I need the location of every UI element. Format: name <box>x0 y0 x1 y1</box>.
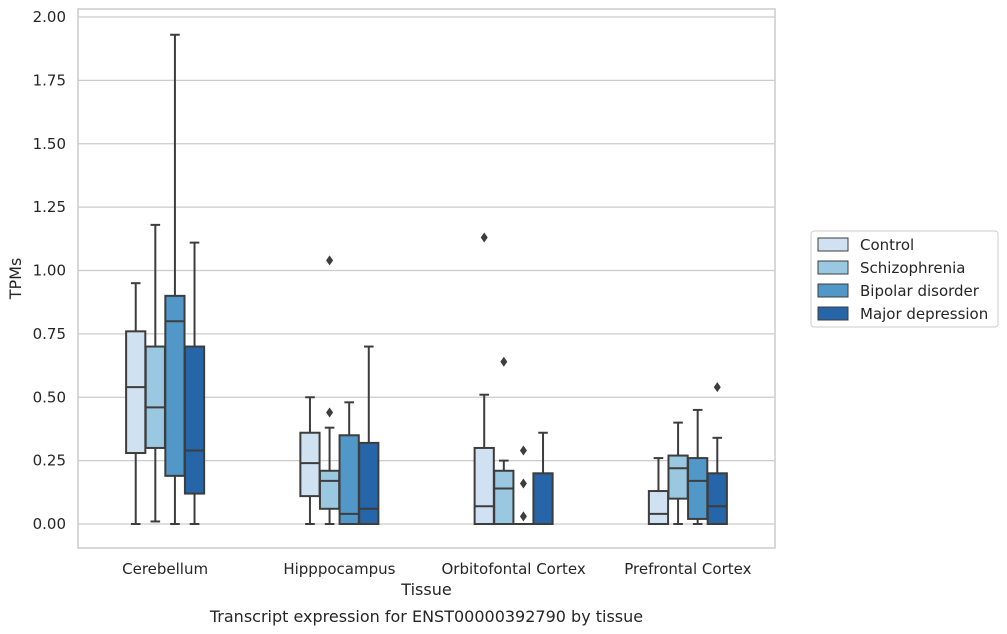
iqr-box <box>493 469 515 526</box>
legend-label: Major depression <box>860 305 988 323</box>
iqr-box <box>473 446 495 526</box>
box-2-1 <box>493 356 515 526</box>
outlier-point <box>480 232 488 243</box>
y-tick-label: 0.25 <box>33 452 66 470</box>
x-tick-labels: Cerebellum Hipppocampus Orbitofontal Corte… <box>122 560 751 578</box>
iqr-box <box>144 345 166 449</box>
x-tick-label: Prefrontal Cortex <box>624 560 751 578</box>
outlier-point <box>326 407 334 418</box>
x-axis-label: Tissue <box>400 580 451 599</box>
box-3-0 <box>647 457 670 526</box>
iqr-box <box>338 434 360 525</box>
legend-swatch <box>817 283 849 298</box>
y-tick-label: 2.00 <box>33 8 66 26</box>
chart-caption: Transcript expression for ENST0000039279… <box>209 607 643 626</box>
y-tick-label: 1.25 <box>33 198 66 216</box>
x-tick-label: Cerebellum <box>122 560 208 578</box>
iqr-box <box>687 457 709 520</box>
y-tick-label: 0.50 <box>33 388 66 406</box>
iqr-box <box>125 330 147 455</box>
y-tick-label: 1.00 <box>33 262 66 280</box>
iqr-box <box>358 441 380 526</box>
box-2-2 <box>512 445 535 526</box>
legend-item: Schizophrenia <box>817 259 965 277</box>
legend-swatch <box>817 260 849 275</box>
box-0-2 <box>164 33 186 525</box>
box-1-0 <box>299 396 321 525</box>
outlier-point <box>519 478 527 489</box>
legend: Control Schizophrenia Bipolar disorder Majo… <box>810 230 999 328</box>
outlier-point <box>326 255 334 266</box>
legend-label: Bipolar disorder <box>860 282 980 300</box>
box-3-1 <box>667 421 689 525</box>
iqr-box <box>299 431 321 498</box>
y-tick-label: 0.75 <box>33 325 66 343</box>
box-2-3 <box>532 431 554 525</box>
iqr-box <box>667 454 689 500</box>
iqr-box <box>164 294 186 477</box>
y-tick-label: 0.00 <box>33 515 66 533</box>
x-tick-label: Orbitofontal Cortex <box>442 560 586 578</box>
outlier-point <box>519 445 527 456</box>
outlier-point <box>500 356 508 367</box>
legend-item: Bipolar disorder <box>817 282 980 300</box>
outlier-point <box>713 382 721 393</box>
y-tick-label: 1.75 <box>33 71 66 89</box>
legend-swatch <box>817 306 849 321</box>
iqr-box <box>183 345 206 495</box>
y-tick-label: 1.50 <box>33 135 66 153</box>
box-0-3 <box>183 241 206 525</box>
box-3-3 <box>706 382 728 525</box>
iqr-box <box>532 472 554 525</box>
legend-frame <box>810 230 999 328</box>
y-axis-label: TPMs <box>6 258 25 301</box>
box-groups <box>125 33 728 526</box>
iqr-box <box>647 490 670 526</box>
x-tick-label: Hipppocampus <box>283 560 395 578</box>
iqr-box <box>318 469 341 510</box>
outlier-point <box>519 511 527 522</box>
legend-label: Schizophrenia <box>860 259 965 277</box>
legend-label: Control <box>860 236 914 254</box>
box-1-2 <box>338 401 360 525</box>
legend-items: Control Schizophrenia Bipolar disorder Majo… <box>817 236 988 323</box>
legend-item: Major depression <box>817 305 988 323</box>
box-1-3 <box>358 345 380 526</box>
y-tick-labels: 0.00 0.25 0.50 0.75 1.00 1.25 1.50 1.75 2.00 <box>33 8 66 533</box>
legend-swatch <box>817 237 849 252</box>
plot-frame <box>77 8 776 549</box>
legend-item: Control <box>817 236 914 254</box>
iqr-box <box>706 472 728 525</box>
